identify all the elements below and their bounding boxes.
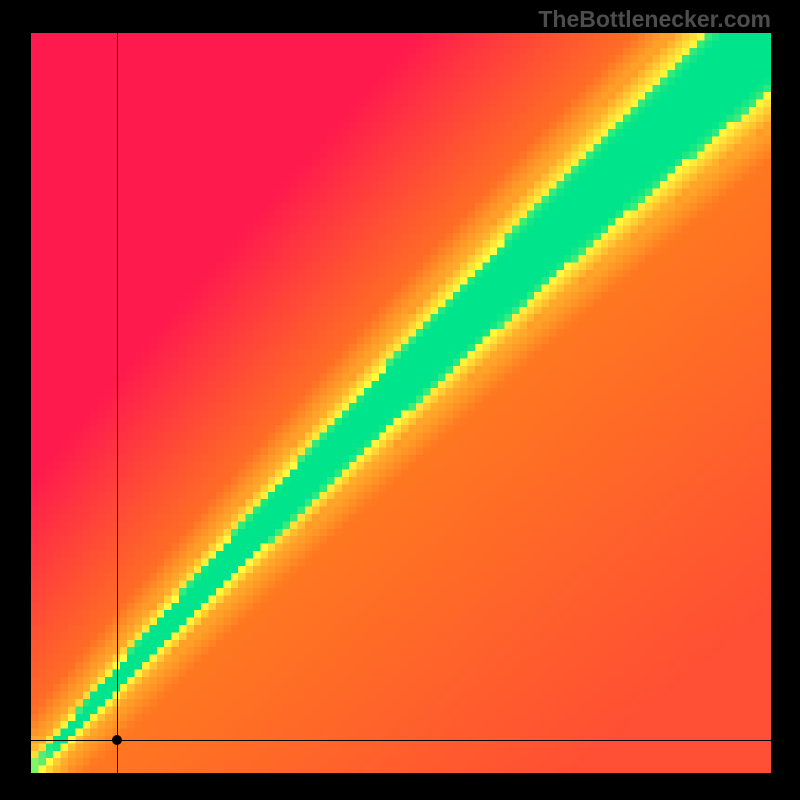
bottleneck-heatmap [31, 33, 771, 773]
crosshair-horizontal [31, 740, 772, 741]
crosshair-dot [112, 735, 122, 745]
chart-container: TheBottlenecker.com [0, 0, 800, 800]
crosshair-vertical [117, 33, 118, 773]
watermark-label: TheBottlenecker.com [538, 6, 771, 33]
